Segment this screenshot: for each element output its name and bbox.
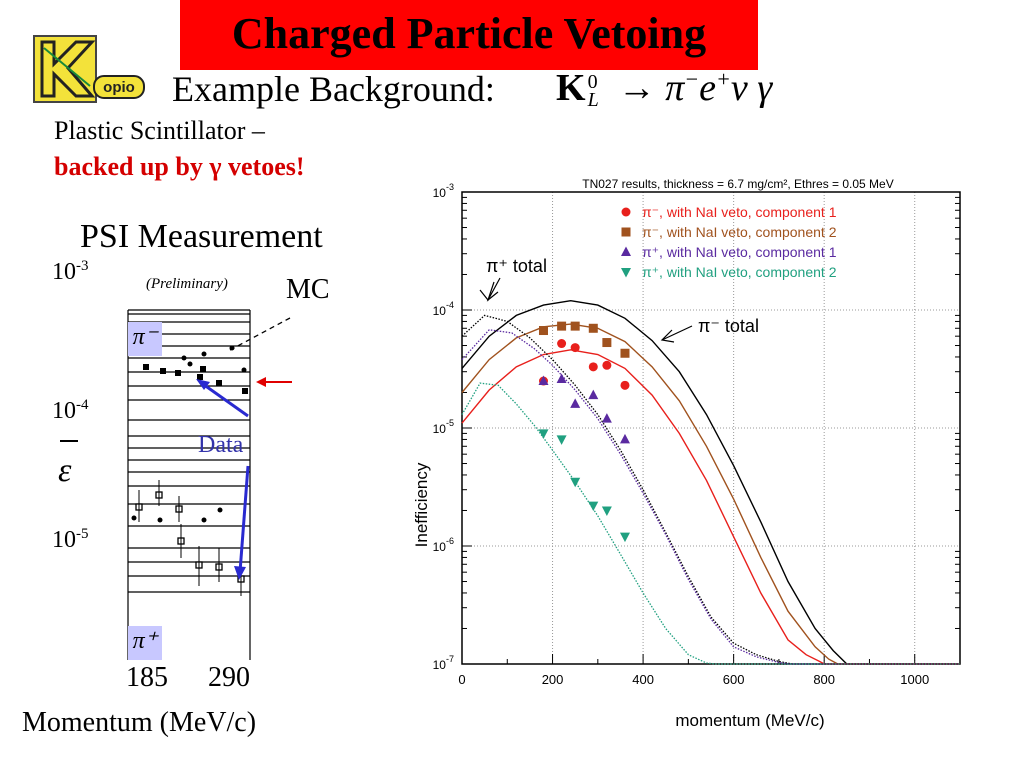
momentum-label-left: Momentum (MeV/c) [22, 707, 257, 738]
subtitle-line1: Plastic Scintillator – [54, 116, 265, 145]
data-point-triangle-down [538, 429, 549, 439]
annotation-arrow [661, 325, 693, 341]
data-point-triangle-up [621, 246, 631, 256]
kopio-logo-icon: opio [33, 35, 145, 103]
xtick-290: 290 [208, 662, 250, 693]
fit-curve [461, 299, 960, 665]
y-tick-label: 10-6 [433, 536, 454, 554]
y-tick-label: 10-3 [433, 182, 454, 200]
data-point-square [620, 348, 630, 358]
left-ytick-1e-4: 10-4 [52, 397, 89, 424]
x-tick-label: 800 [813, 672, 835, 687]
data-point-triangle-down [588, 501, 599, 512]
data-point-triangle-up [538, 375, 549, 386]
data-point-circle [602, 360, 612, 370]
data-point-square [557, 321, 567, 331]
fit-curve [461, 323, 960, 665]
annotation-arrow [486, 281, 499, 302]
legend-entry-label: π⁻, with NaI veto, component 2 [642, 224, 837, 240]
data-point-circle [588, 362, 598, 372]
y-axis-label: Inefficiency [412, 462, 431, 547]
chart-legend: π⁻, with NaI veto, component 1 π⁻, with N… [621, 204, 837, 280]
data-points [538, 321, 630, 543]
data-point-triangle-up [556, 373, 567, 384]
data-point-circle [621, 207, 631, 217]
inefficiency-chart: TN027 results, thickness = 6.7 mg/cm², E… [412, 177, 961, 730]
subtitle-line2: backed up by γ vetoes! [54, 152, 305, 181]
fit-curve [461, 329, 960, 665]
data-point-circle [620, 380, 630, 390]
xtick-185: 185 [126, 662, 168, 693]
y-tick-label: 10-5 [433, 418, 454, 436]
data-point-square [588, 323, 598, 333]
data-point-circle [570, 343, 580, 353]
legend-entry-label: π⁺, with NaI veto, component 1 [642, 244, 837, 260]
data-point-square [570, 321, 580, 331]
epsilon-bar [60, 440, 78, 442]
data-point-square [602, 338, 612, 348]
data-point-triangle-up [588, 389, 599, 400]
data-point-triangle-down [621, 268, 631, 278]
x-tick-label: 400 [632, 672, 654, 687]
legend-entry-label: π⁺, with NaI veto, component 2 [642, 264, 837, 280]
fit-curve [461, 314, 960, 665]
data-point-triangle-up [601, 413, 612, 423]
pi-minus-box: π⁻ [128, 322, 162, 356]
data-point-circle [557, 339, 567, 349]
data-label: Data [198, 432, 244, 458]
preliminary-label: (Preliminary) [146, 276, 228, 292]
x-axis-ticks: 0 200 400 600 800 1000 [458, 654, 929, 687]
title-banner [180, 0, 758, 70]
data-point-square [538, 326, 548, 336]
x-axis-label: momentum (MeV/c) [675, 711, 824, 730]
mc-label: MC [286, 274, 330, 305]
left-ytick-1e-3: 10-3 [52, 258, 89, 285]
epsilon-symbol: ε [58, 452, 72, 489]
x-tick-label: 1000 [900, 672, 929, 687]
example-label: Example Background: [172, 69, 495, 109]
left-ytick-1e-5: 10-5 [52, 526, 89, 553]
logo-text: opio [103, 79, 135, 96]
fit-curves [461, 299, 960, 665]
data-point-triangle-down [619, 532, 630, 543]
x-tick-label: 600 [723, 672, 745, 687]
psi-title: PSI Measurement [80, 218, 323, 255]
pi-plus-box: π⁺ [128, 626, 162, 660]
data-point-triangle-down [556, 435, 567, 445]
annotation-pi-plus-total: π⁺ total [486, 256, 547, 276]
data-point-square [621, 227, 631, 237]
chart-title: TN027 results, thickness = 6.7 mg/cm², E… [582, 177, 893, 191]
annotation-arrow [479, 277, 501, 302]
slide-title: Charged Particle Vetoing [231, 9, 707, 58]
chart-annotations: π⁺ total π⁻ total [479, 256, 759, 343]
x-tick-label: 0 [458, 672, 465, 687]
annotation-arrow [660, 329, 675, 343]
x-tick-label: 200 [542, 672, 564, 687]
data-point-triangle-down [601, 506, 612, 516]
red-arrow-icon [256, 377, 292, 387]
fit-curve [461, 349, 960, 665]
annotation-pi-minus-total: π⁻ total [698, 316, 759, 336]
fit-curve [461, 382, 960, 665]
data-point-triangle-up [619, 433, 630, 444]
data-point-triangle-down [570, 477, 581, 488]
y-tick-label: 10-4 [433, 300, 454, 318]
data-point-triangle-up [570, 398, 581, 408]
y-tick-label: 10-7 [433, 654, 454, 672]
legend-entry-label: π⁻, with NaI veto, component 1 [642, 204, 837, 220]
